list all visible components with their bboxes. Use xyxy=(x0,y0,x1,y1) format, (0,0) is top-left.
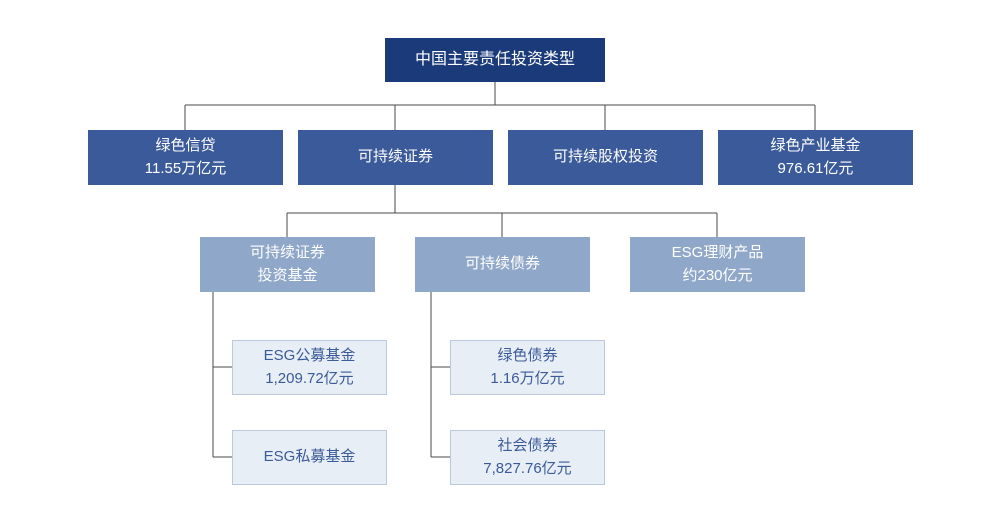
node-s1: 可持续证券投资基金 xyxy=(200,237,375,292)
node-label: 绿色产业基金 xyxy=(770,135,860,158)
node-s2: 可持续债券 xyxy=(415,237,590,292)
node-label: ESG私募基金 xyxy=(264,446,356,469)
node-l3: 绿色债券1.16万亿元 xyxy=(450,340,605,395)
node-label: 绿色债券 xyxy=(497,345,557,368)
node-s3: ESG理财产品约230亿元 xyxy=(630,237,805,292)
node-value: 投资基金 xyxy=(257,265,317,288)
node-label: 社会债券 xyxy=(497,435,557,458)
node-label: 中国主要责任投资类型 xyxy=(415,48,575,72)
node-label: 可持续证券 xyxy=(250,242,325,265)
node-label: ESG理财产品 xyxy=(672,242,764,265)
node-m3: 可持续股权投资 xyxy=(508,130,703,185)
node-root: 中国主要责任投资类型 xyxy=(385,38,605,82)
node-l1: ESG公募基金1,209.72亿元 xyxy=(232,340,387,395)
node-value: 7,827.76亿元 xyxy=(483,458,571,481)
node-label: ESG公募基金 xyxy=(264,345,356,368)
node-value: 约230亿元 xyxy=(682,265,752,288)
node-value: 1,209.72亿元 xyxy=(265,368,353,391)
node-label: 可持续债券 xyxy=(465,253,540,276)
node-m4: 绿色产业基金976.61亿元 xyxy=(718,130,913,185)
node-value: 1.16万亿元 xyxy=(490,368,564,391)
node-value: 976.61亿元 xyxy=(778,158,854,181)
node-label: 可持续股权投资 xyxy=(553,146,658,169)
node-l2: ESG私募基金 xyxy=(232,430,387,485)
node-m2: 可持续证券 xyxy=(298,130,493,185)
node-value: 11.55万亿元 xyxy=(145,158,226,181)
node-label: 可持续证券 xyxy=(358,146,433,169)
node-l4: 社会债券7,827.76亿元 xyxy=(450,430,605,485)
node-label: 绿色信贷 xyxy=(155,135,215,158)
node-m1: 绿色信贷11.55万亿元 xyxy=(88,130,283,185)
